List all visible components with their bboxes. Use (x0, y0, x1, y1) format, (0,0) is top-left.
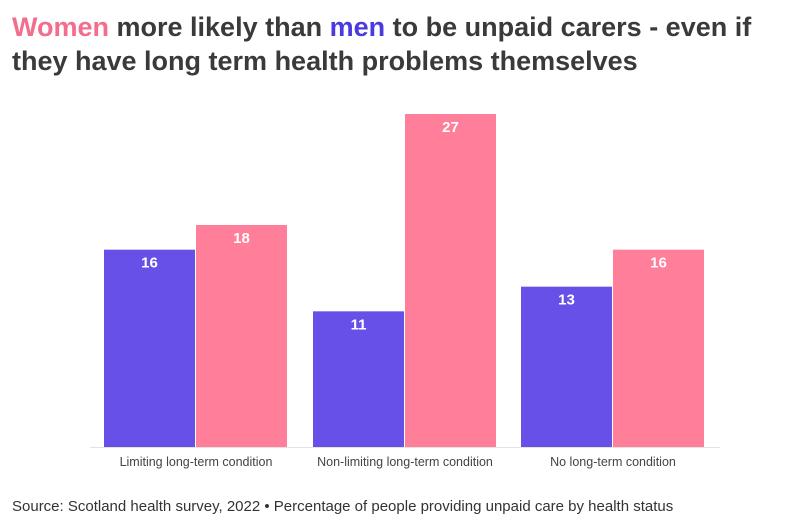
data-label-men-1: 11 (351, 316, 367, 333)
chart-title: Women more likely than men to be unpaid … (12, 10, 787, 78)
category-label-1: Non-limiting long-term condition (317, 455, 493, 469)
data-label-women-1: 27 (442, 119, 459, 136)
bar-chart: 16 18 Limiting long-term condition 11 27 Non-… (90, 114, 720, 469)
title-men-word: men (329, 12, 386, 42)
bar-women-2 (613, 249, 704, 447)
data-label-women-0: 18 (233, 230, 250, 247)
bar-men-0 (104, 249, 195, 447)
category-label-2: No long-term condition (550, 455, 676, 469)
data-label-men-2: 13 (558, 292, 575, 309)
bar-women-0 (196, 225, 287, 447)
title-rest-text: to be unpaid carers - even if they have … (12, 12, 752, 76)
category-label-0: Limiting long-term condition (120, 455, 273, 469)
title-middle-text: more likely than (109, 12, 330, 42)
data-label-women-2: 16 (650, 255, 667, 272)
bar-men-1 (313, 311, 404, 447)
bar-women-1 (405, 114, 496, 447)
title-women-word: Women (12, 12, 110, 42)
bar-men-2 (521, 286, 612, 447)
data-label-men-0: 16 (141, 255, 158, 272)
source-note: Source: Scotland health survey, 2022 • P… (12, 498, 674, 515)
